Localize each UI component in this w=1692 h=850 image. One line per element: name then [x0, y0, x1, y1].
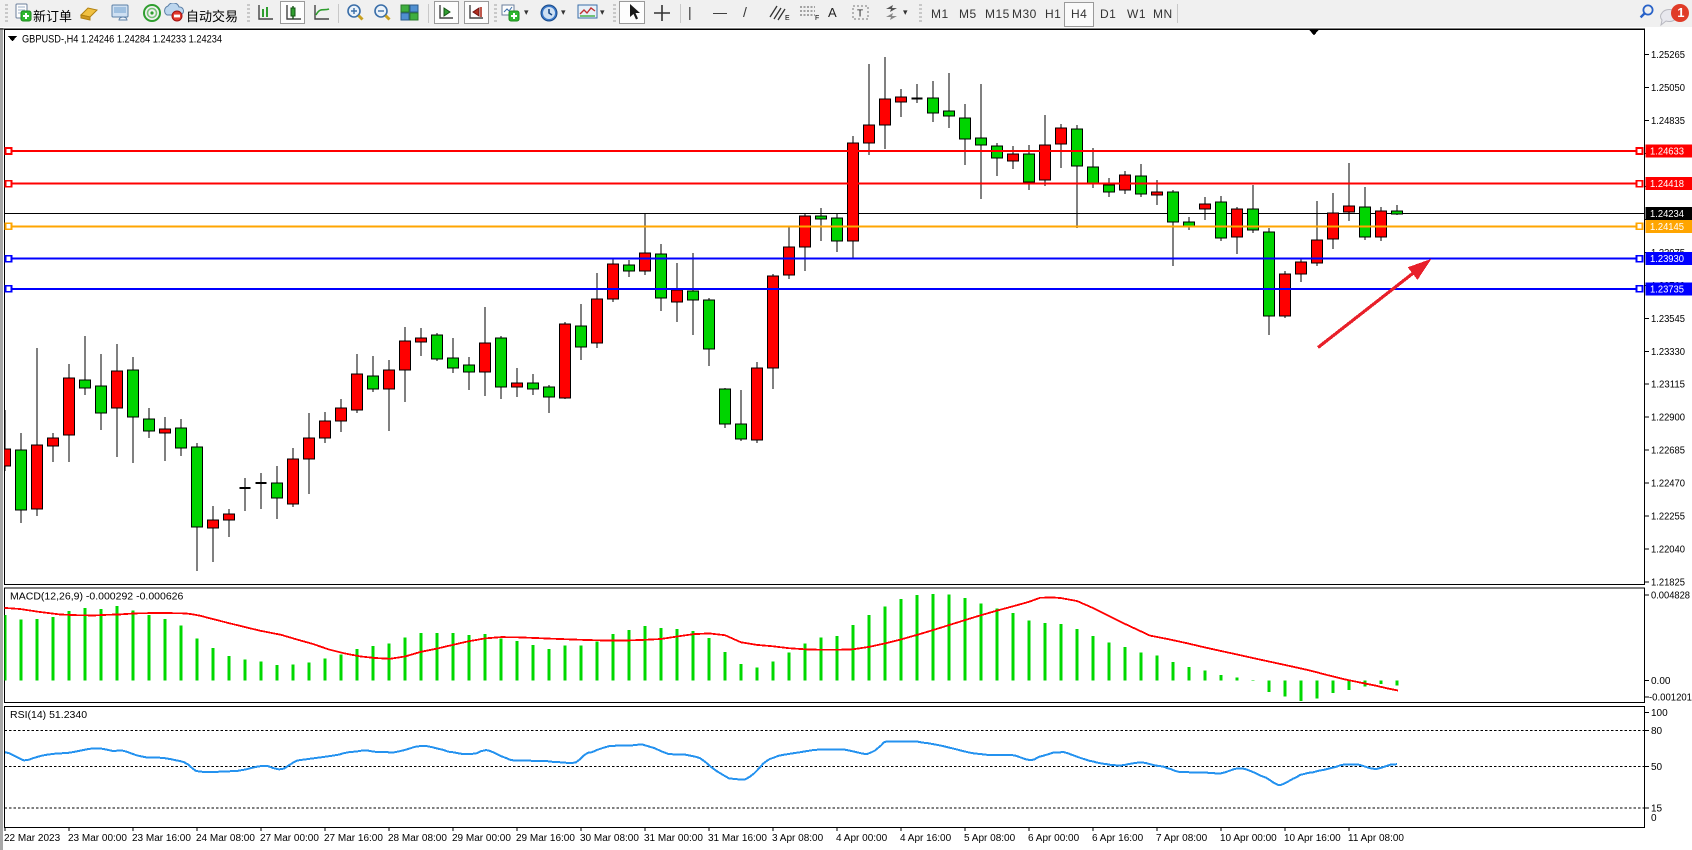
svg-text:1.22470: 1.22470 — [1651, 479, 1685, 490]
svg-text:15: 15 — [1651, 803, 1663, 814]
svg-text:1.22255: 1.22255 — [1651, 512, 1685, 523]
svg-text:-0.001201: -0.001201 — [1649, 693, 1692, 704]
svg-text:1.23930: 1.23930 — [1650, 254, 1684, 265]
svg-text:GBPUSD-,H4 1.24246 1.24284 1.: GBPUSD-,H4 1.24246 1.24284 1.24233 1.242… — [22, 34, 222, 46]
svg-text:1.25050: 1.25050 — [1651, 83, 1685, 94]
svg-text:27 Mar 16:00: 27 Mar 16:00 — [324, 833, 383, 844]
svg-text:F: F — [815, 15, 819, 22]
svg-text:5 Apr 08:00: 5 Apr 08:00 — [964, 833, 1016, 844]
svg-text:1.22900: 1.22900 — [1651, 413, 1685, 424]
svg-text:28 Mar 08:00: 28 Mar 08:00 — [388, 833, 447, 844]
svg-text:MACD(12,26,9) -0.000292 -0.000: MACD(12,26,9) -0.000292 -0.000626 — [10, 591, 184, 603]
svg-text:1.25265: 1.25265 — [1651, 50, 1685, 61]
svg-text:27 Mar 00:00: 27 Mar 00:00 — [260, 833, 319, 844]
svg-text:30 Mar 08:00: 30 Mar 08:00 — [580, 833, 639, 844]
svg-text:1.24234: 1.24234 — [1650, 209, 1684, 220]
svg-text:23 Mar 16:00: 23 Mar 16:00 — [132, 833, 191, 844]
svg-text:1.24145: 1.24145 — [1650, 222, 1684, 233]
svg-text:1.23545: 1.23545 — [1651, 314, 1685, 325]
svg-text:100: 100 — [1651, 708, 1668, 719]
svg-text:1.21825: 1.21825 — [1651, 578, 1685, 589]
svg-text:0: 0 — [1651, 813, 1657, 824]
svg-text:7 Apr 08:00: 7 Apr 08:00 — [1156, 833, 1208, 844]
svg-text:6 Apr 00:00: 6 Apr 00:00 — [1028, 833, 1080, 844]
svg-text:80: 80 — [1651, 726, 1663, 737]
svg-text:23 Mar 00:00: 23 Mar 00:00 — [68, 833, 127, 844]
svg-text:11 Apr 08:00: 11 Apr 08:00 — [1348, 833, 1404, 844]
svg-text:1: 1 — [1677, 5, 1684, 20]
svg-text:50: 50 — [1651, 762, 1663, 773]
svg-text:31 Mar 16:00: 31 Mar 16:00 — [708, 833, 767, 844]
svg-text:1.24633: 1.24633 — [1650, 147, 1684, 158]
svg-text:3 Apr 08:00: 3 Apr 08:00 — [772, 833, 824, 844]
svg-text:0.004828: 0.004828 — [1651, 591, 1690, 602]
svg-text:0.00: 0.00 — [1651, 676, 1671, 687]
svg-text:10 Apr 00:00: 10 Apr 00:00 — [1220, 833, 1277, 844]
svg-text:29 Mar 00:00: 29 Mar 00:00 — [452, 833, 511, 844]
svg-text:4 Apr 00:00: 4 Apr 00:00 — [836, 833, 888, 844]
svg-text:1.24835: 1.24835 — [1651, 116, 1685, 127]
svg-text:1.24418: 1.24418 — [1650, 179, 1684, 190]
svg-text:T: T — [857, 9, 863, 20]
svg-text:29 Mar 16:00: 29 Mar 16:00 — [516, 833, 575, 844]
svg-text:1.23115: 1.23115 — [1651, 380, 1685, 391]
svg-text:31 Mar 00:00: 31 Mar 00:00 — [644, 833, 703, 844]
svg-text:4 Apr 16:00: 4 Apr 16:00 — [900, 833, 952, 844]
svg-text:22 Mar 2023: 22 Mar 2023 — [4, 833, 61, 844]
svg-text:24 Mar 08:00: 24 Mar 08:00 — [196, 833, 255, 844]
svg-text:E: E — [785, 15, 790, 22]
svg-text:1.22040: 1.22040 — [1651, 545, 1685, 556]
svg-text:10 Apr 16:00: 10 Apr 16:00 — [1284, 833, 1341, 844]
svg-text:1.23330: 1.23330 — [1651, 347, 1685, 358]
svg-text:RSI(14) 51.2340: RSI(14) 51.2340 — [10, 709, 87, 721]
svg-text:6 Apr 16:00: 6 Apr 16:00 — [1092, 833, 1144, 844]
svg-text:1.23735: 1.23735 — [1650, 284, 1684, 295]
svg-text:1.22685: 1.22685 — [1651, 446, 1685, 457]
